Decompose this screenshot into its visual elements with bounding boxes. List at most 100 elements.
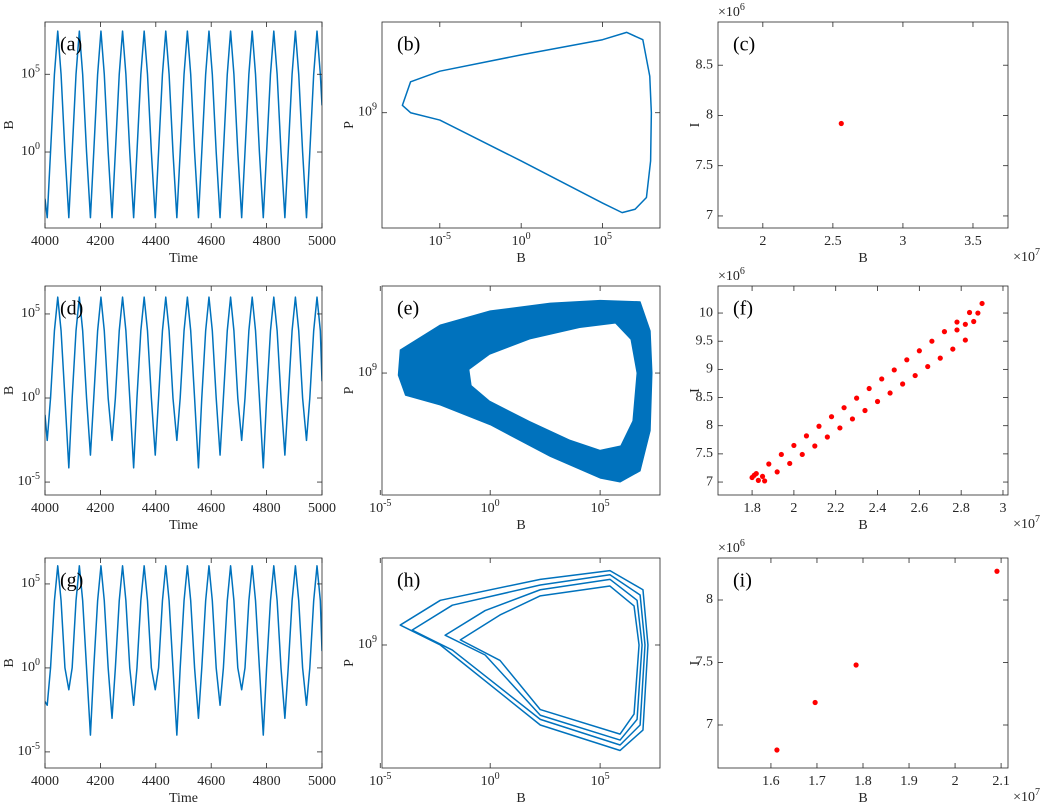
y-axis-label: B: [2, 120, 17, 129]
data-point: [962, 321, 968, 327]
axes-background: [382, 558, 660, 768]
x-tick-label: 4200: [86, 501, 114, 516]
axes-frame: [717, 21, 1009, 229]
data-point: [759, 473, 766, 480]
data-line: [459, 585, 640, 735]
y-tick-label: 8: [706, 418, 713, 433]
x-tick-label: 2.4: [869, 501, 887, 516]
x-tick-label: 2.2: [827, 501, 845, 516]
y-tick-label: 109: [358, 362, 377, 380]
data-line: [411, 574, 646, 746]
y-tick-label: 109: [358, 102, 377, 120]
x-tick-label: 5000: [308, 234, 336, 249]
plot-area: [397, 299, 653, 483]
x-tick-label-base: 10: [593, 234, 607, 249]
y-tick-label: 7: [706, 717, 713, 732]
x-tick-label-exponent: -5: [383, 498, 391, 509]
data-point: [751, 472, 757, 478]
data-line: [399, 569, 649, 752]
data-point: [762, 478, 768, 484]
y-axis-label: I: [688, 388, 703, 393]
axes-frame: [44, 21, 323, 229]
panel-label: (b): [397, 34, 420, 56]
data-point: [774, 747, 780, 753]
x-tick-label: 4600: [197, 774, 225, 789]
x-tick-label: 4800: [253, 774, 281, 789]
data-point: [812, 443, 818, 449]
data-point: [954, 327, 960, 333]
y-multiplier-base: ×10: [718, 5, 740, 20]
y-tick-label: 8: [706, 592, 713, 607]
axes-frame: [44, 285, 323, 496]
x-tick-label-base: 10: [481, 774, 495, 789]
x-axis-label: B: [516, 251, 525, 266]
y-tick-label: 100: [21, 657, 40, 675]
x-tick-label: 10-5: [369, 498, 391, 516]
x-tick-label-exponent: 0: [495, 498, 500, 509]
y-tick-label: 8.5: [696, 390, 714, 405]
x-multiplier-base: ×10: [1013, 250, 1035, 265]
data-point: [838, 120, 844, 127]
data-point: [929, 338, 935, 344]
x-tick-label: 4400: [142, 774, 170, 789]
plot-area: [838, 120, 844, 127]
plot-area: [45, 296, 322, 469]
y-tick-label: 105: [21, 63, 40, 81]
axes-background: [718, 22, 1008, 228]
data-point: [849, 416, 856, 422]
y-tick-label-base: 10: [21, 576, 35, 591]
y-axis-label: B: [2, 386, 17, 395]
y-axis-label: I: [688, 660, 703, 665]
data-point: [937, 355, 943, 361]
y-axis-label: P: [342, 386, 357, 394]
y-tick-label-exponent: 0: [35, 387, 40, 398]
x-tick-label: 10-5: [429, 231, 451, 249]
panel-label: (f): [733, 298, 753, 320]
x-tick-label: 4800: [253, 501, 281, 516]
plot-area: [399, 569, 649, 752]
y-tick-label: 10: [699, 305, 713, 320]
y-tick-label: 8: [706, 108, 713, 123]
panel-label: (d): [60, 298, 83, 320]
panel-label: (a): [60, 34, 82, 56]
y-multiplier-exponent: 6: [740, 2, 745, 13]
x-tick-label: 4200: [86, 234, 114, 249]
x-tick-label: 100: [481, 771, 500, 789]
y-tick-label-base: 10: [21, 390, 35, 405]
x-tick-label: 4400: [142, 234, 170, 249]
x-tick-label: 4800: [253, 234, 281, 249]
x-tick-label: 5000: [308, 774, 336, 789]
y-tick-label-exponent: 5: [35, 303, 40, 314]
plot-area: [45, 30, 322, 219]
x-tick-label: 1.7: [808, 774, 826, 789]
y-multiplier: ×106: [718, 2, 745, 20]
data-point: [853, 662, 859, 668]
y-tick-label-exponent: 9: [372, 634, 377, 645]
x-tick-label-exponent: 5: [605, 771, 610, 782]
y-multiplier: ×106: [718, 266, 745, 284]
axes-frame: [381, 557, 661, 769]
y-tick-label: 100: [21, 141, 40, 159]
x-tick-label: 1.8: [854, 774, 872, 789]
data-point: [879, 376, 885, 382]
x-tick-label: 4000: [31, 774, 59, 789]
data-point: [950, 346, 956, 352]
x-tick-label: 2: [790, 501, 797, 516]
x-tick-label: 10-5: [369, 771, 391, 789]
y-tick-label-base: 10: [18, 474, 32, 489]
data-point: [900, 381, 906, 387]
x-multiplier-exponent: 7: [1035, 514, 1040, 525]
data-line: [45, 30, 322, 219]
y-tick-label: 7: [706, 208, 713, 223]
data-point: [962, 337, 968, 343]
axes-frame: [44, 557, 323, 769]
x-tick-label: 2.8: [952, 501, 970, 516]
y-multiplier-exponent: 6: [740, 538, 745, 549]
y-tick-label-base: 10: [358, 105, 372, 120]
data-point: [816, 423, 822, 429]
x-tick-label: 4200: [86, 774, 114, 789]
y-tick-label: 10-5: [18, 471, 40, 489]
x-tick-label-base: 10: [369, 501, 383, 516]
x-tick-label-exponent: -5: [443, 231, 451, 242]
data-point: [916, 348, 922, 354]
